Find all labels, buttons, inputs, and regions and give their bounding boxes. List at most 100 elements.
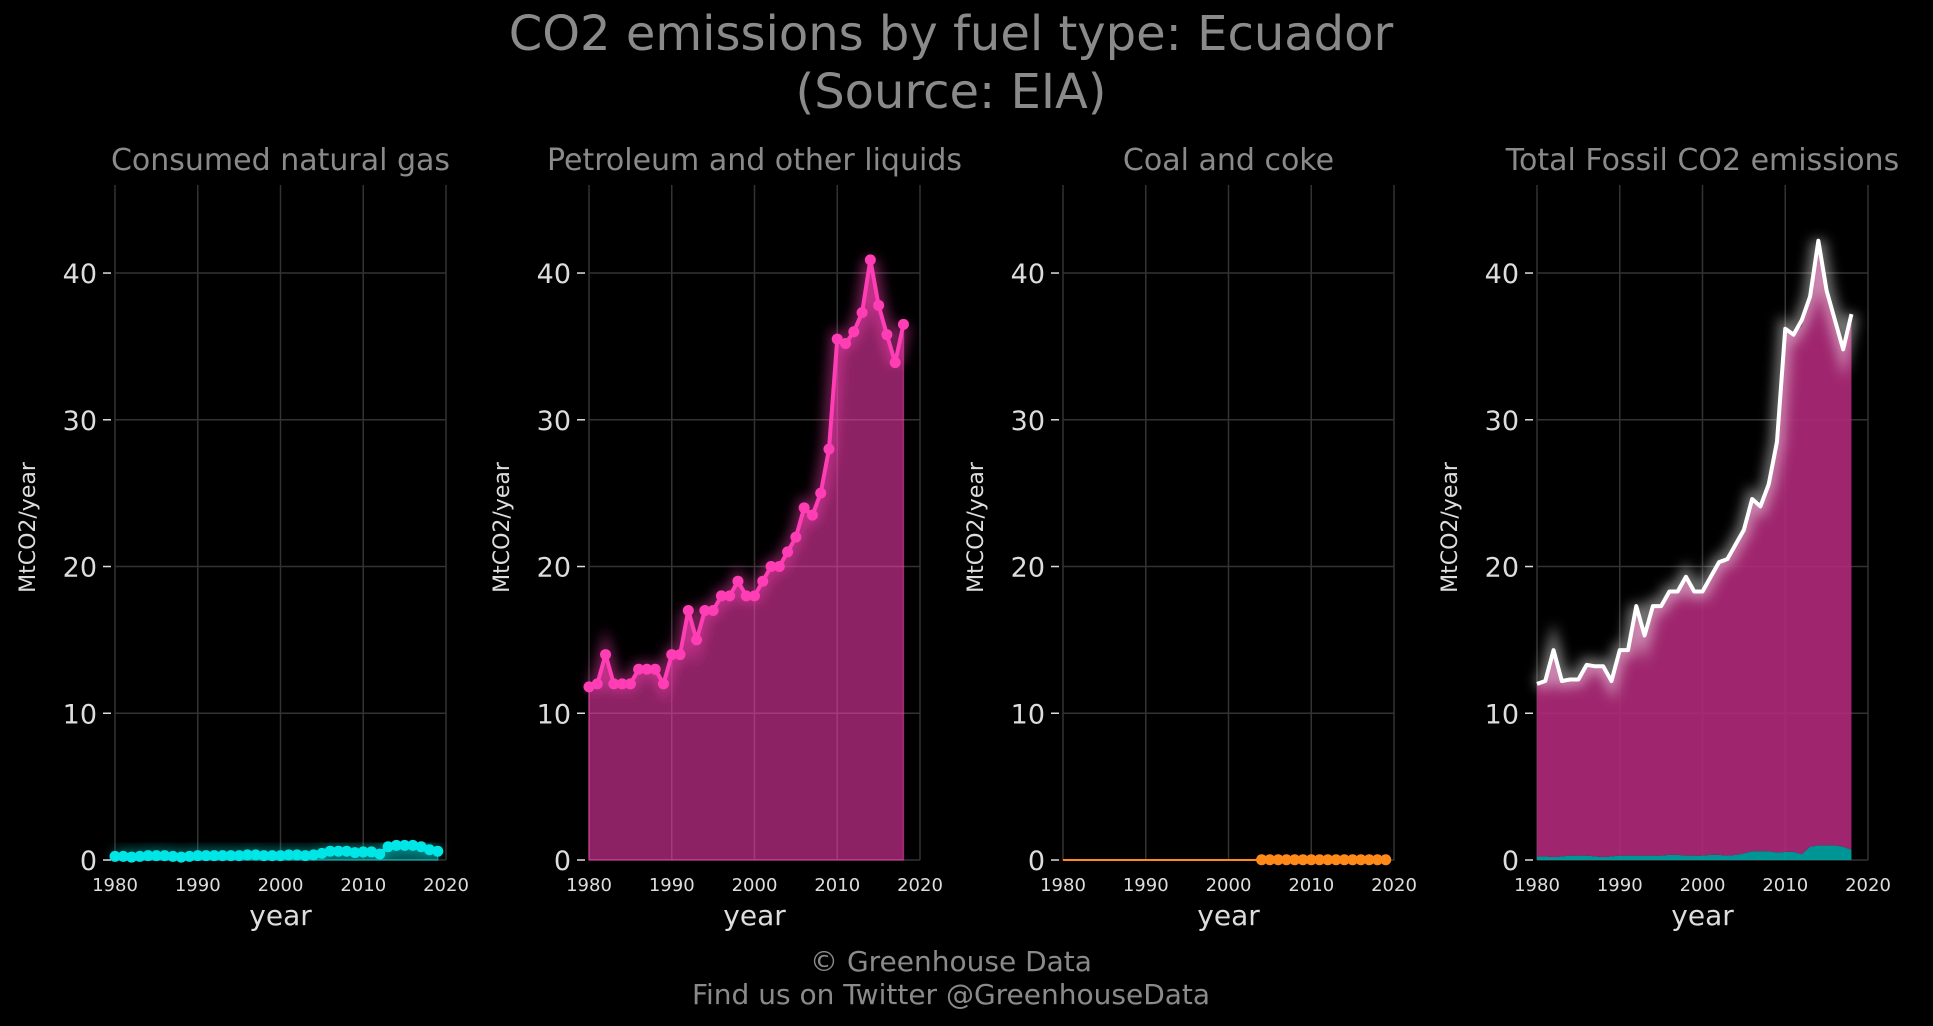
data-point — [600, 649, 612, 661]
y-tick-label: 30 — [63, 406, 97, 437]
data-point — [873, 299, 885, 311]
data-point — [782, 546, 794, 558]
data-point — [423, 844, 435, 856]
x-axis-label: year — [249, 899, 312, 932]
x-tick-label: 1990 — [1597, 875, 1643, 896]
data-point — [897, 318, 909, 330]
y-tick-label: 10 — [537, 699, 571, 730]
data-point — [707, 605, 719, 617]
x-tick-label: 1980 — [1040, 875, 1086, 896]
data-point — [591, 678, 603, 690]
data-point — [649, 663, 661, 675]
data-point — [1322, 854, 1334, 866]
data-point — [1272, 854, 1284, 866]
data-point — [341, 845, 353, 857]
panel-3: Coal and coke 0 10 20 30 40 1980 1990 2000 2010 20… — [964, 143, 1417, 932]
panel-title: Coal and coke — [1123, 143, 1334, 178]
data-point — [250, 849, 262, 861]
x-tick-label: 2000 — [1680, 875, 1726, 896]
panel-title: Total Fossil CO2 emissions — [1505, 143, 1899, 178]
data-point — [217, 850, 229, 862]
data-point — [674, 649, 686, 661]
data-point — [1371, 854, 1383, 866]
data-point — [134, 850, 146, 862]
data-point — [773, 561, 785, 573]
footer-twitter: Find us on Twitter @GreenhouseData — [692, 978, 1210, 1011]
data-point — [415, 841, 427, 853]
data-point — [183, 850, 195, 862]
data-point — [790, 531, 802, 543]
y-tick-label: 0 — [80, 846, 97, 877]
x-tick-label: 2000 — [1206, 875, 1252, 896]
data-point — [749, 590, 760, 602]
data-point — [150, 850, 162, 862]
total-line — [1536, 238, 1854, 686]
data-point — [641, 663, 653, 675]
x-tick-label: 2020 — [897, 875, 943, 896]
x-axis-label: year — [723, 899, 786, 932]
data-point — [324, 845, 336, 857]
x-tick-label: 2010 — [1288, 875, 1334, 896]
panel-title: Consumed natural gas — [111, 143, 450, 178]
data-point — [308, 849, 320, 861]
y-tick-label: 30 — [1485, 406, 1519, 437]
x-tick-label: 2020 — [1845, 875, 1891, 896]
y-tick-label: 40 — [537, 259, 571, 290]
x-tick-label: 2020 — [1371, 875, 1417, 896]
data-point — [1305, 854, 1317, 866]
data-point — [815, 487, 827, 499]
data-point — [798, 502, 810, 514]
data-point — [109, 850, 121, 862]
data-point — [1330, 854, 1342, 866]
data-point — [332, 845, 344, 857]
data-point — [299, 850, 311, 862]
data-point — [316, 847, 328, 859]
data-point — [1347, 854, 1359, 866]
data-point — [233, 850, 245, 862]
data-point — [1264, 854, 1276, 866]
x-tick-label: 2010 — [1762, 875, 1808, 896]
data-point — [241, 849, 253, 861]
x-tick-label: 1990 — [175, 875, 221, 896]
x-axis-label: year — [1671, 899, 1734, 932]
y-tick-label: 0 — [554, 846, 571, 877]
data-point — [881, 329, 893, 341]
data-point — [757, 575, 769, 587]
data-point — [374, 848, 386, 860]
data-point — [856, 307, 868, 319]
x-tick-label: 2010 — [814, 875, 860, 896]
data-point — [666, 649, 678, 661]
x-tick-label: 2020 — [423, 875, 469, 896]
data-point — [715, 590, 727, 602]
data-point — [624, 678, 636, 690]
data-point — [167, 850, 179, 862]
x-tick-label: 1990 — [1123, 875, 1169, 896]
data-point — [1280, 854, 1292, 866]
data-point — [357, 846, 369, 858]
data-point — [732, 575, 744, 587]
x-tick-label: 1990 — [649, 875, 695, 896]
y-axis-label: MtCO2/year — [1438, 461, 1463, 593]
y-tick-label: 0 — [1502, 846, 1519, 877]
data-point — [583, 681, 595, 693]
data-point — [823, 443, 835, 455]
x-tick-label: 1980 — [1514, 875, 1560, 896]
data-point — [608, 678, 620, 690]
y-tick-label: 10 — [1485, 699, 1519, 730]
data-point — [432, 845, 444, 857]
x-axis-label: year — [1197, 899, 1260, 932]
data-point — [225, 850, 237, 862]
stack-area-2 — [1537, 245, 1852, 858]
x-tick-label: 2000 — [258, 875, 304, 896]
y-tick-label: 10 — [1011, 699, 1045, 730]
data-point — [117, 850, 129, 862]
data-point — [1338, 854, 1350, 866]
y-tick-label: 40 — [63, 259, 97, 290]
data-point — [699, 605, 711, 617]
series-area — [588, 259, 905, 861]
data-point — [1256, 854, 1268, 866]
data-point — [1363, 854, 1375, 866]
data-point — [126, 851, 138, 863]
data-point — [142, 850, 154, 862]
